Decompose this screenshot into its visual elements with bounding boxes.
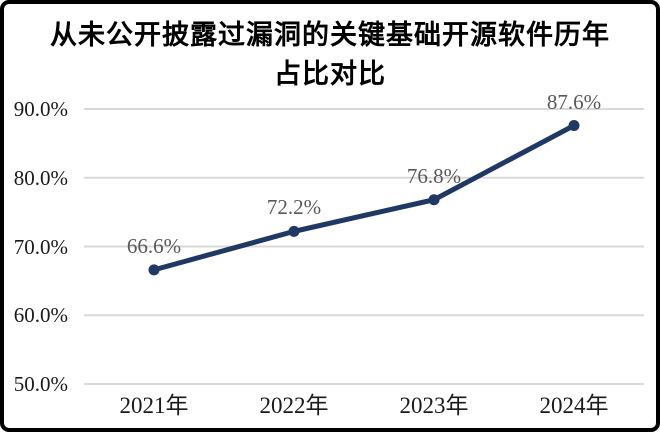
- x-axis-label: 2021年: [119, 393, 189, 418]
- x-axis-label: 2023年: [399, 393, 469, 418]
- y-axis-tick-label: 70.0%: [13, 234, 68, 259]
- y-axis-tick-label: 90.0%: [13, 97, 68, 121]
- data-point-marker: [428, 194, 440, 206]
- data-point-label: 66.6%: [126, 233, 182, 258]
- data-point-label: 72.2%: [266, 195, 322, 220]
- x-axis-label: 2022年: [259, 393, 329, 418]
- y-axis-tick-label: 80.0%: [13, 165, 68, 190]
- y-axis-tick-label: 60.0%: [13, 303, 68, 328]
- trend-line: [151, 123, 577, 273]
- y-axis-tick-label: 50.0%: [13, 372, 68, 396]
- chart-title-line-1: 从未公开披露过漏洞的关键基础开源软件历年: [50, 20, 610, 50]
- x-axis-label: 2024年: [539, 393, 609, 418]
- data-point-label: 87.6%: [546, 89, 602, 114]
- data-point-marker: [568, 120, 580, 131]
- data-point-label: 76.8%: [406, 163, 462, 188]
- line-chart-plot-area: [84, 108, 644, 385]
- data-point-marker: [288, 225, 300, 237]
- data-point-marker: [148, 264, 160, 276]
- chart-title: 从未公开披露过漏洞的关键基础开源软件历年 占比对比: [4, 16, 656, 94]
- chart-title-line-2: 占比对比: [274, 59, 386, 89]
